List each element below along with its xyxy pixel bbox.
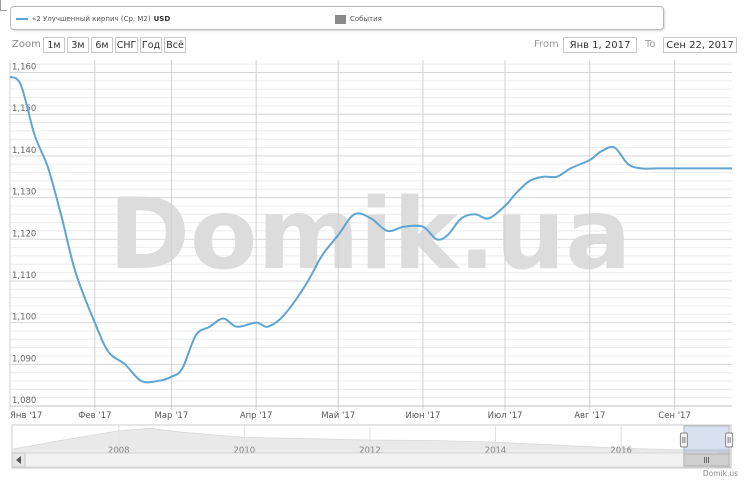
- x-tick-label: Авг '17: [574, 411, 605, 421]
- zoom-year-button[interactable]: Год: [140, 37, 162, 53]
- series-line-swatch: [16, 18, 28, 20]
- month-gridlines: [9, 60, 676, 410]
- navigator-left-handle[interactable]: [679, 432, 688, 448]
- to-date-input[interactable]: Сен 22, 2017: [663, 37, 737, 53]
- x-tick-label: Июн '17: [405, 411, 440, 421]
- zoom-6m-button[interactable]: 6м: [91, 37, 113, 53]
- x-tick-label: Мар '17: [154, 411, 188, 421]
- corner-marker: [0, 0, 7, 11]
- handle-rect: [679, 432, 688, 448]
- to-label: To: [645, 39, 656, 50]
- navigator-year-label: 2014: [485, 446, 507, 456]
- y-tick-label: 1,110: [12, 271, 36, 281]
- legend-unit-label: USD: [153, 15, 171, 23]
- y-tick-label: 1,120: [12, 229, 36, 239]
- x-tick-label: Июл '17: [488, 411, 523, 421]
- navigator-year-label: 2016: [610, 446, 632, 456]
- navigator-right-handle[interactable]: [725, 432, 734, 448]
- grip-icon: [704, 457, 710, 463]
- legend-events-label: События: [350, 15, 382, 23]
- legend-series-label: «2 Улучшенный кирпич (Ср. М2): [32, 15, 151, 23]
- y-tick-label: 1,140: [12, 146, 36, 156]
- zoom-3m-button[interactable]: 3м: [67, 37, 89, 53]
- y-axis-labels: 1,080 1,090 1,100 1,110 1,120 1,130 1,140 1,150…: [12, 63, 36, 406]
- zoom-ytd-button[interactable]: СНГ: [115, 37, 138, 53]
- from-date-input[interactable]: Янв 1, 2017: [563, 37, 637, 53]
- x-tick-label: Фев '17: [78, 411, 111, 421]
- x-axis-labels: Янв '17 Фев '17 Мар '17 Апр '17 Май '17 Июн '…: [10, 411, 691, 421]
- navigator-year-label: 2012: [359, 446, 381, 456]
- x-tick-label: Апр '17: [240, 411, 273, 421]
- credit-link[interactable]: Domik.us: [702, 469, 738, 478]
- handle-rect: [725, 432, 734, 448]
- events-square-icon: [335, 14, 346, 24]
- navigator-year-ticks: 2008 2010 2012 2014 2016: [108, 425, 632, 456]
- y-tick-label: 1,100: [12, 313, 36, 323]
- scrollbar-track[interactable]: [11, 452, 732, 468]
- x-tick-label: Май '17: [321, 411, 355, 421]
- chart-gridlines: [10, 63, 732, 407]
- zoom-label: Zoom: [12, 39, 41, 50]
- y-tick-label: 1,130: [12, 188, 36, 198]
- legend-events-item[interactable]: События: [335, 13, 382, 25]
- watermark: Domik.ua: [109, 178, 632, 292]
- scrollbar[interactable]: [11, 452, 732, 468]
- y-tick-label: 1,160: [12, 63, 36, 73]
- y-tick-label: 1,150: [12, 104, 36, 114]
- x-tick-label: Сен '17: [658, 411, 691, 421]
- x-tick-label: Янв '17: [10, 411, 42, 421]
- navigator-year-label: 2010: [234, 446, 256, 456]
- legend-series-item[interactable]: «2 Улучшенный кирпич (Ср. М2) USD: [16, 13, 170, 25]
- zoom-all-button[interactable]: Всё: [164, 37, 186, 53]
- from-label: From: [534, 39, 559, 50]
- series-line[interactable]: [9, 75, 732, 384]
- zoom-1m-button[interactable]: 1м: [43, 37, 65, 53]
- navigator-year-label: 2008: [108, 446, 130, 456]
- y-tick-label: 1,090: [12, 354, 36, 364]
- y-tick-label: 1,080: [12, 396, 36, 406]
- legend: «2 Улучшенный кирпич (Ср. М2) USD Событи…: [10, 6, 664, 30]
- arrow-left-icon: [16, 456, 21, 464]
